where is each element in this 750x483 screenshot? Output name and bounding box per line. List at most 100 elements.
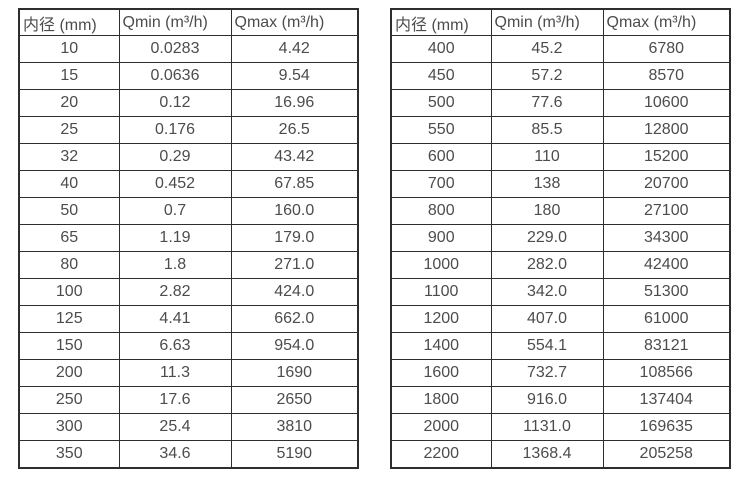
table-row: 600 110 15200: [390, 143, 731, 171]
table-row: 200 11.3 1690: [18, 359, 359, 387]
qmin-cell: 0.7: [118, 197, 232, 225]
qmax-cell: 5190: [230, 440, 359, 469]
table-row: 450 57.2 8570: [390, 62, 731, 90]
diameter-cell: 1800: [390, 386, 492, 414]
diameter-header-cell: 内径 (mm): [18, 8, 120, 36]
qmin-cell: 1.19: [118, 224, 232, 252]
diameter-cell: 900: [390, 224, 492, 252]
table-row: 10 0.0283 4.42: [18, 35, 359, 63]
qmin-cell: 732.7: [490, 359, 604, 387]
qmin-header-cell: Qmin (m³/h): [118, 8, 232, 36]
table-row: 250 17.6 2650: [18, 386, 359, 414]
qmax-cell: 67.85: [230, 170, 359, 198]
table-row: 20 0.12 16.96: [18, 89, 359, 117]
table-row: 550 85.5 12800: [390, 116, 731, 144]
table-row: 65 1.19 179.0: [18, 224, 359, 252]
qmax-cell: 26.5: [230, 116, 359, 144]
qmax-cell: 108566: [602, 359, 731, 387]
qmax-header-cell: Qmax (m³/h): [230, 8, 359, 36]
qmax-cell: 10600: [602, 89, 731, 117]
table-row: 300 25.4 3810: [18, 413, 359, 441]
qmax-cell: 8570: [602, 62, 731, 90]
qmin-cell: 916.0: [490, 386, 604, 414]
qmax-header-cell: Qmax (m³/h): [602, 8, 731, 36]
qmax-cell: 160.0: [230, 197, 359, 225]
diameter-cell: 800: [390, 197, 492, 225]
qmin-cell: 57.2: [490, 62, 604, 90]
qmin-cell: 180: [490, 197, 604, 225]
diameter-cell: 2200: [390, 440, 492, 469]
qmax-cell: 6780: [602, 35, 731, 63]
qmin-cell: 85.5: [490, 116, 604, 144]
qmax-cell: 51300: [602, 278, 731, 306]
qmax-cell: 205258: [602, 440, 731, 469]
qmin-cell: 2.82: [118, 278, 232, 306]
qmin-cell: 0.0283: [118, 35, 232, 63]
diameter-cell: 10: [18, 35, 120, 63]
qmin-cell: 6.63: [118, 332, 232, 360]
table-row: 150 6.63 954.0: [18, 332, 359, 360]
diameter-cell: 700: [390, 170, 492, 198]
qmin-cell: 110: [490, 143, 604, 171]
diameter-cell: 450: [390, 62, 492, 90]
table-row: 50 0.7 160.0: [18, 197, 359, 225]
diameter-cell: 15: [18, 62, 120, 90]
table-row: 1100 342.0 51300: [390, 278, 731, 306]
qmax-cell: 179.0: [230, 224, 359, 252]
table-row: 25 0.176 26.5: [18, 116, 359, 144]
qmax-cell: 20700: [602, 170, 731, 198]
qmin-cell: 25.4: [118, 413, 232, 441]
table-row: 80 1.8 271.0: [18, 251, 359, 279]
diameter-cell: 200: [18, 359, 120, 387]
diameter-cell: 150: [18, 332, 120, 360]
diameter-cell: 50: [18, 197, 120, 225]
qmax-cell: 42400: [602, 251, 731, 279]
qmax-cell: 2650: [230, 386, 359, 414]
qmin-cell: 342.0: [490, 278, 604, 306]
diameter-cell: 350: [18, 440, 120, 469]
qmax-cell: 83121: [602, 332, 731, 360]
diameter-cell: 300: [18, 413, 120, 441]
diameter-flow-table-right: 内径 (mm) Qmin (m³/h) Qmax (m³/h) 400 45.2 678…: [390, 8, 731, 469]
qmax-cell: 3810: [230, 413, 359, 441]
qmin-cell: 11.3: [118, 359, 232, 387]
qmin-cell: 282.0: [490, 251, 604, 279]
qmax-cell: 16.96: [230, 89, 359, 117]
diameter-header-cell: 内径 (mm): [390, 8, 492, 36]
diameter-cell: 500: [390, 89, 492, 117]
qmin-cell: 4.41: [118, 305, 232, 333]
qmax-cell: 27100: [602, 197, 731, 225]
qmax-cell: 34300: [602, 224, 731, 252]
table-row: 1800 916.0 137404: [390, 386, 731, 414]
diameter-cell: 250: [18, 386, 120, 414]
qmax-cell: 137404: [602, 386, 731, 414]
diameter-cell: 100: [18, 278, 120, 306]
qmax-cell: 9.54: [230, 62, 359, 90]
qmin-cell: 407.0: [490, 305, 604, 333]
diameter-cell: 65: [18, 224, 120, 252]
diameter-cell: 400: [390, 35, 492, 63]
table-row: 900 229.0 34300: [390, 224, 731, 252]
diameter-cell: 80: [18, 251, 120, 279]
qmin-cell: 1131.0: [490, 413, 604, 441]
diameter-cell: 1400: [390, 332, 492, 360]
qmin-header-cell: Qmin (m³/h): [490, 8, 604, 36]
qmin-cell: 77.6: [490, 89, 604, 117]
diameter-cell: 25: [18, 116, 120, 144]
qmax-cell: 12800: [602, 116, 731, 144]
qmin-cell: 1368.4: [490, 440, 604, 469]
diameter-flow-table-left: 内径 (mm) Qmin (m³/h) Qmax (m³/h) 10 0.0283 4.…: [18, 8, 359, 469]
qmin-cell: 0.12: [118, 89, 232, 117]
qmin-cell: 1.8: [118, 251, 232, 279]
diameter-cell: 1600: [390, 359, 492, 387]
qmax-cell: 1690: [230, 359, 359, 387]
table-row: 32 0.29 43.42: [18, 143, 359, 171]
qmin-cell: 17.6: [118, 386, 232, 414]
header-row: 内径 (mm) Qmin (m³/h) Qmax (m³/h): [18, 8, 359, 36]
header-row: 内径 (mm) Qmin (m³/h) Qmax (m³/h): [390, 8, 731, 36]
qmin-cell: 0.0636: [118, 62, 232, 90]
table-row: 800 180 27100: [390, 197, 731, 225]
qmax-cell: 954.0: [230, 332, 359, 360]
table-row: 1000 282.0 42400: [390, 251, 731, 279]
qmax-cell: 61000: [602, 305, 731, 333]
